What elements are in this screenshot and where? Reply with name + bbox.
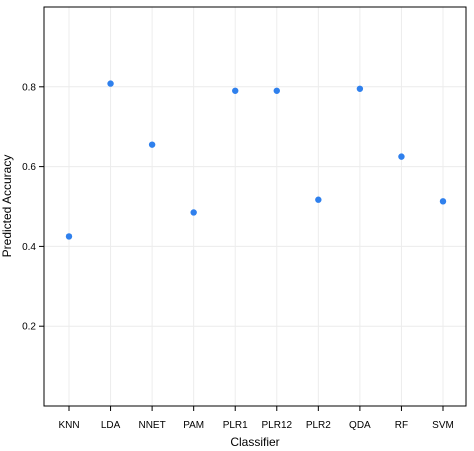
x-tick-label: KNN (58, 420, 79, 431)
data-point-plr12 (273, 87, 280, 94)
x-tick-label: NNET (138, 420, 165, 431)
x-tick-label: LDA (101, 420, 121, 431)
data-point-nnet (148, 141, 156, 148)
y-tick-label: 0.6 (22, 162, 36, 173)
plot-frame (43, 6, 467, 407)
data-point-qda (356, 85, 364, 92)
x-tick-label: SVM (432, 420, 454, 431)
x-tick-label: QDA (349, 420, 371, 431)
x-tick-label: PAM (183, 420, 204, 431)
data-point-lda (107, 80, 114, 87)
ticks-layer: 0.2 0.4 0.6 0.8 KNN LDA NNET PAM PLR1 PLR12 PLR2 QD… (22, 82, 454, 431)
y-tick-label: 0.2 (22, 322, 36, 333)
x-tick-label: PLR12 (261, 420, 292, 431)
x-axis-title: Classifier (230, 435, 279, 449)
y-axis-title: Predicted Accuracy (0, 155, 14, 258)
x-tick-label: RF (395, 420, 408, 431)
y-tick-label: 0.4 (22, 242, 36, 253)
points-layer (65, 80, 447, 240)
data-point-knn (65, 233, 73, 240)
x-tick-label: PLR2 (306, 420, 331, 431)
data-point-plr1 (232, 87, 239, 94)
data-point-plr2 (315, 196, 322, 203)
x-tick-label: PLR1 (223, 420, 248, 431)
data-point-svm (439, 198, 447, 205)
y-tick-label: 0.8 (22, 82, 36, 93)
data-point-pam (190, 209, 197, 216)
data-point-rf (398, 153, 405, 160)
grid-layer (44, 7, 466, 406)
